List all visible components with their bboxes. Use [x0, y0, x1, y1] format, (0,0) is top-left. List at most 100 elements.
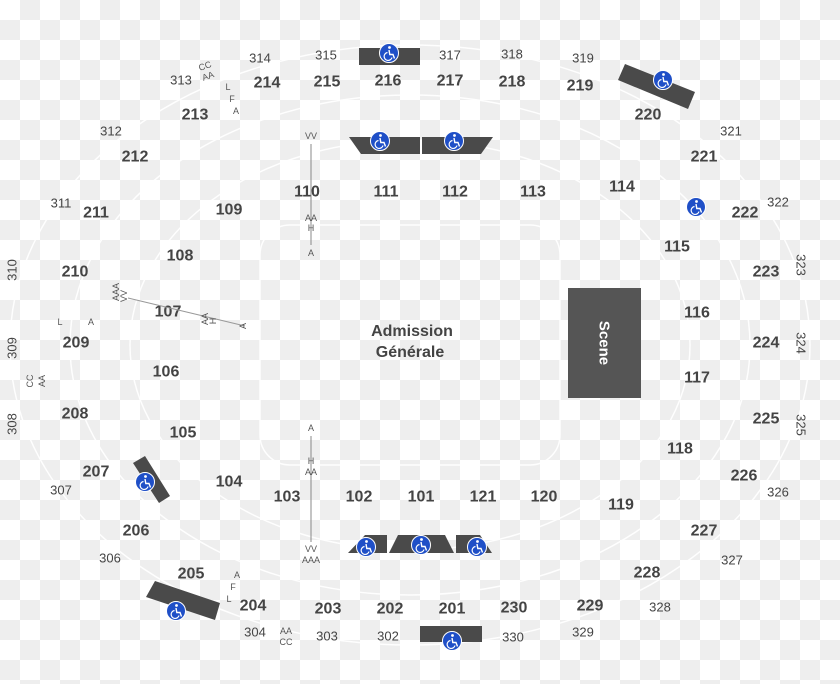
section-223[interactable]: 223: [753, 264, 780, 281]
section-310[interactable]: 310: [5, 259, 20, 281]
wheelchair-icon: [135, 472, 155, 492]
floor-section-label-line2[interactable]: Générale: [376, 344, 445, 361]
section-108[interactable]: 108: [167, 248, 194, 265]
section-329[interactable]: 329: [572, 625, 594, 640]
wheelchair-icon: [370, 131, 390, 151]
section-203[interactable]: 203: [315, 601, 342, 618]
row-marker: AA: [201, 69, 216, 83]
row-line: [127, 297, 246, 327]
section-114[interactable]: 114: [609, 179, 635, 196]
section-221[interactable]: 221: [691, 149, 718, 166]
section-207[interactable]: 207: [83, 464, 110, 481]
section-204[interactable]: 204: [240, 598, 267, 615]
section-326[interactable]: 326: [767, 485, 789, 500]
section-304[interactable]: 304: [244, 625, 266, 640]
row-marker: L: [57, 317, 62, 327]
section-210[interactable]: 210: [62, 264, 89, 281]
row-marker: F: [230, 582, 236, 592]
wheelchair-icon: [356, 537, 376, 557]
row-marker: AA: [280, 626, 292, 636]
section-317[interactable]: 317: [439, 48, 461, 63]
section-306[interactable]: 306: [99, 551, 121, 566]
row-marker: L: [225, 82, 230, 92]
wheelchair-icon: [653, 70, 673, 90]
section-211[interactable]: 211: [83, 205, 109, 222]
section-101[interactable]: 101: [408, 489, 435, 506]
section-208[interactable]: 208: [62, 406, 89, 423]
section-308[interactable]: 308: [5, 413, 20, 435]
section-111[interactable]: 111: [374, 184, 399, 201]
section-224[interactable]: 224: [753, 335, 780, 352]
section-313[interactable]: 313: [170, 73, 192, 88]
section-202[interactable]: 202: [377, 601, 404, 618]
section-321[interactable]: 321: [720, 124, 742, 139]
section-209[interactable]: 209: [63, 335, 90, 352]
section-220[interactable]: 220: [635, 107, 662, 124]
row-marker: H: [308, 223, 315, 233]
section-106[interactable]: 106: [153, 364, 180, 381]
section-312[interactable]: 312: [100, 124, 122, 139]
section-228[interactable]: 228: [634, 565, 661, 582]
section-205[interactable]: 205: [178, 566, 205, 583]
section-113[interactable]: 113: [520, 184, 546, 201]
section-314[interactable]: 314: [249, 51, 271, 66]
section-302[interactable]: 302: [377, 629, 399, 644]
section-103[interactable]: 103: [274, 489, 301, 506]
section-206[interactable]: 206: [123, 523, 150, 540]
section-201[interactable]: 201: [439, 601, 466, 618]
section-315[interactable]: 315: [315, 48, 337, 63]
section-118[interactable]: 118: [667, 441, 693, 458]
section-217[interactable]: 217: [437, 73, 464, 90]
section-212[interactable]: 212: [122, 149, 149, 166]
section-319[interactable]: 319: [572, 51, 594, 66]
section-104[interactable]: 104: [216, 474, 243, 491]
section-225[interactable]: 225: [753, 411, 780, 428]
section-219[interactable]: 219: [567, 78, 594, 95]
section-325[interactable]: 325: [794, 414, 809, 436]
section-328[interactable]: 328: [649, 600, 671, 615]
section-222[interactable]: 222: [732, 205, 759, 222]
stage-label: Scene: [596, 321, 613, 365]
section-107[interactable]: 107: [155, 304, 182, 321]
section-112[interactable]: 112: [442, 184, 468, 201]
section-323[interactable]: 323: [794, 254, 809, 276]
section-227[interactable]: 227: [691, 523, 718, 540]
section-327[interactable]: 327: [721, 553, 743, 568]
section-303[interactable]: 303: [316, 629, 338, 644]
section-117[interactable]: 117: [684, 370, 710, 387]
section-322[interactable]: 322: [767, 195, 789, 210]
section-121[interactable]: 121: [470, 489, 497, 506]
wheelchair-icon: [379, 43, 399, 63]
section-216[interactable]: 216: [375, 73, 402, 90]
row-marker: VV: [305, 544, 317, 554]
section-109[interactable]: 109: [216, 202, 243, 219]
section-102[interactable]: 102: [346, 489, 373, 506]
venue-outlines: [9, 44, 811, 646]
section-324[interactable]: 324: [794, 332, 809, 354]
section-119[interactable]: 119: [608, 497, 634, 514]
row-marker: H: [308, 456, 315, 466]
row-marker: CC: [197, 59, 213, 73]
floor-section-label[interactable]: Admission: [371, 323, 453, 340]
row-marker: A: [238, 323, 248, 329]
section-214[interactable]: 214: [254, 75, 281, 92]
section-213[interactable]: 213: [182, 107, 209, 124]
section-330[interactable]: 330: [502, 630, 524, 645]
section-116[interactable]: 116: [684, 305, 710, 322]
section-115[interactable]: 115: [664, 239, 690, 256]
section-218[interactable]: 218: [499, 74, 526, 91]
section-226[interactable]: 226: [731, 468, 758, 485]
section-110[interactable]: 110: [294, 184, 320, 201]
row-marker: A: [233, 106, 239, 116]
section-307[interactable]: 307: [50, 483, 72, 498]
section-215[interactable]: 215: [314, 74, 341, 91]
section-229[interactable]: 229: [577, 598, 604, 615]
section-318[interactable]: 318: [501, 47, 523, 62]
section-105[interactable]: 105: [170, 425, 197, 442]
section-311[interactable]: 311: [51, 196, 72, 211]
row-marker: AA: [200, 313, 210, 325]
section-230[interactable]: 230: [501, 600, 528, 617]
section-120[interactable]: 120: [531, 489, 558, 506]
section-309[interactable]: 309: [5, 337, 20, 359]
